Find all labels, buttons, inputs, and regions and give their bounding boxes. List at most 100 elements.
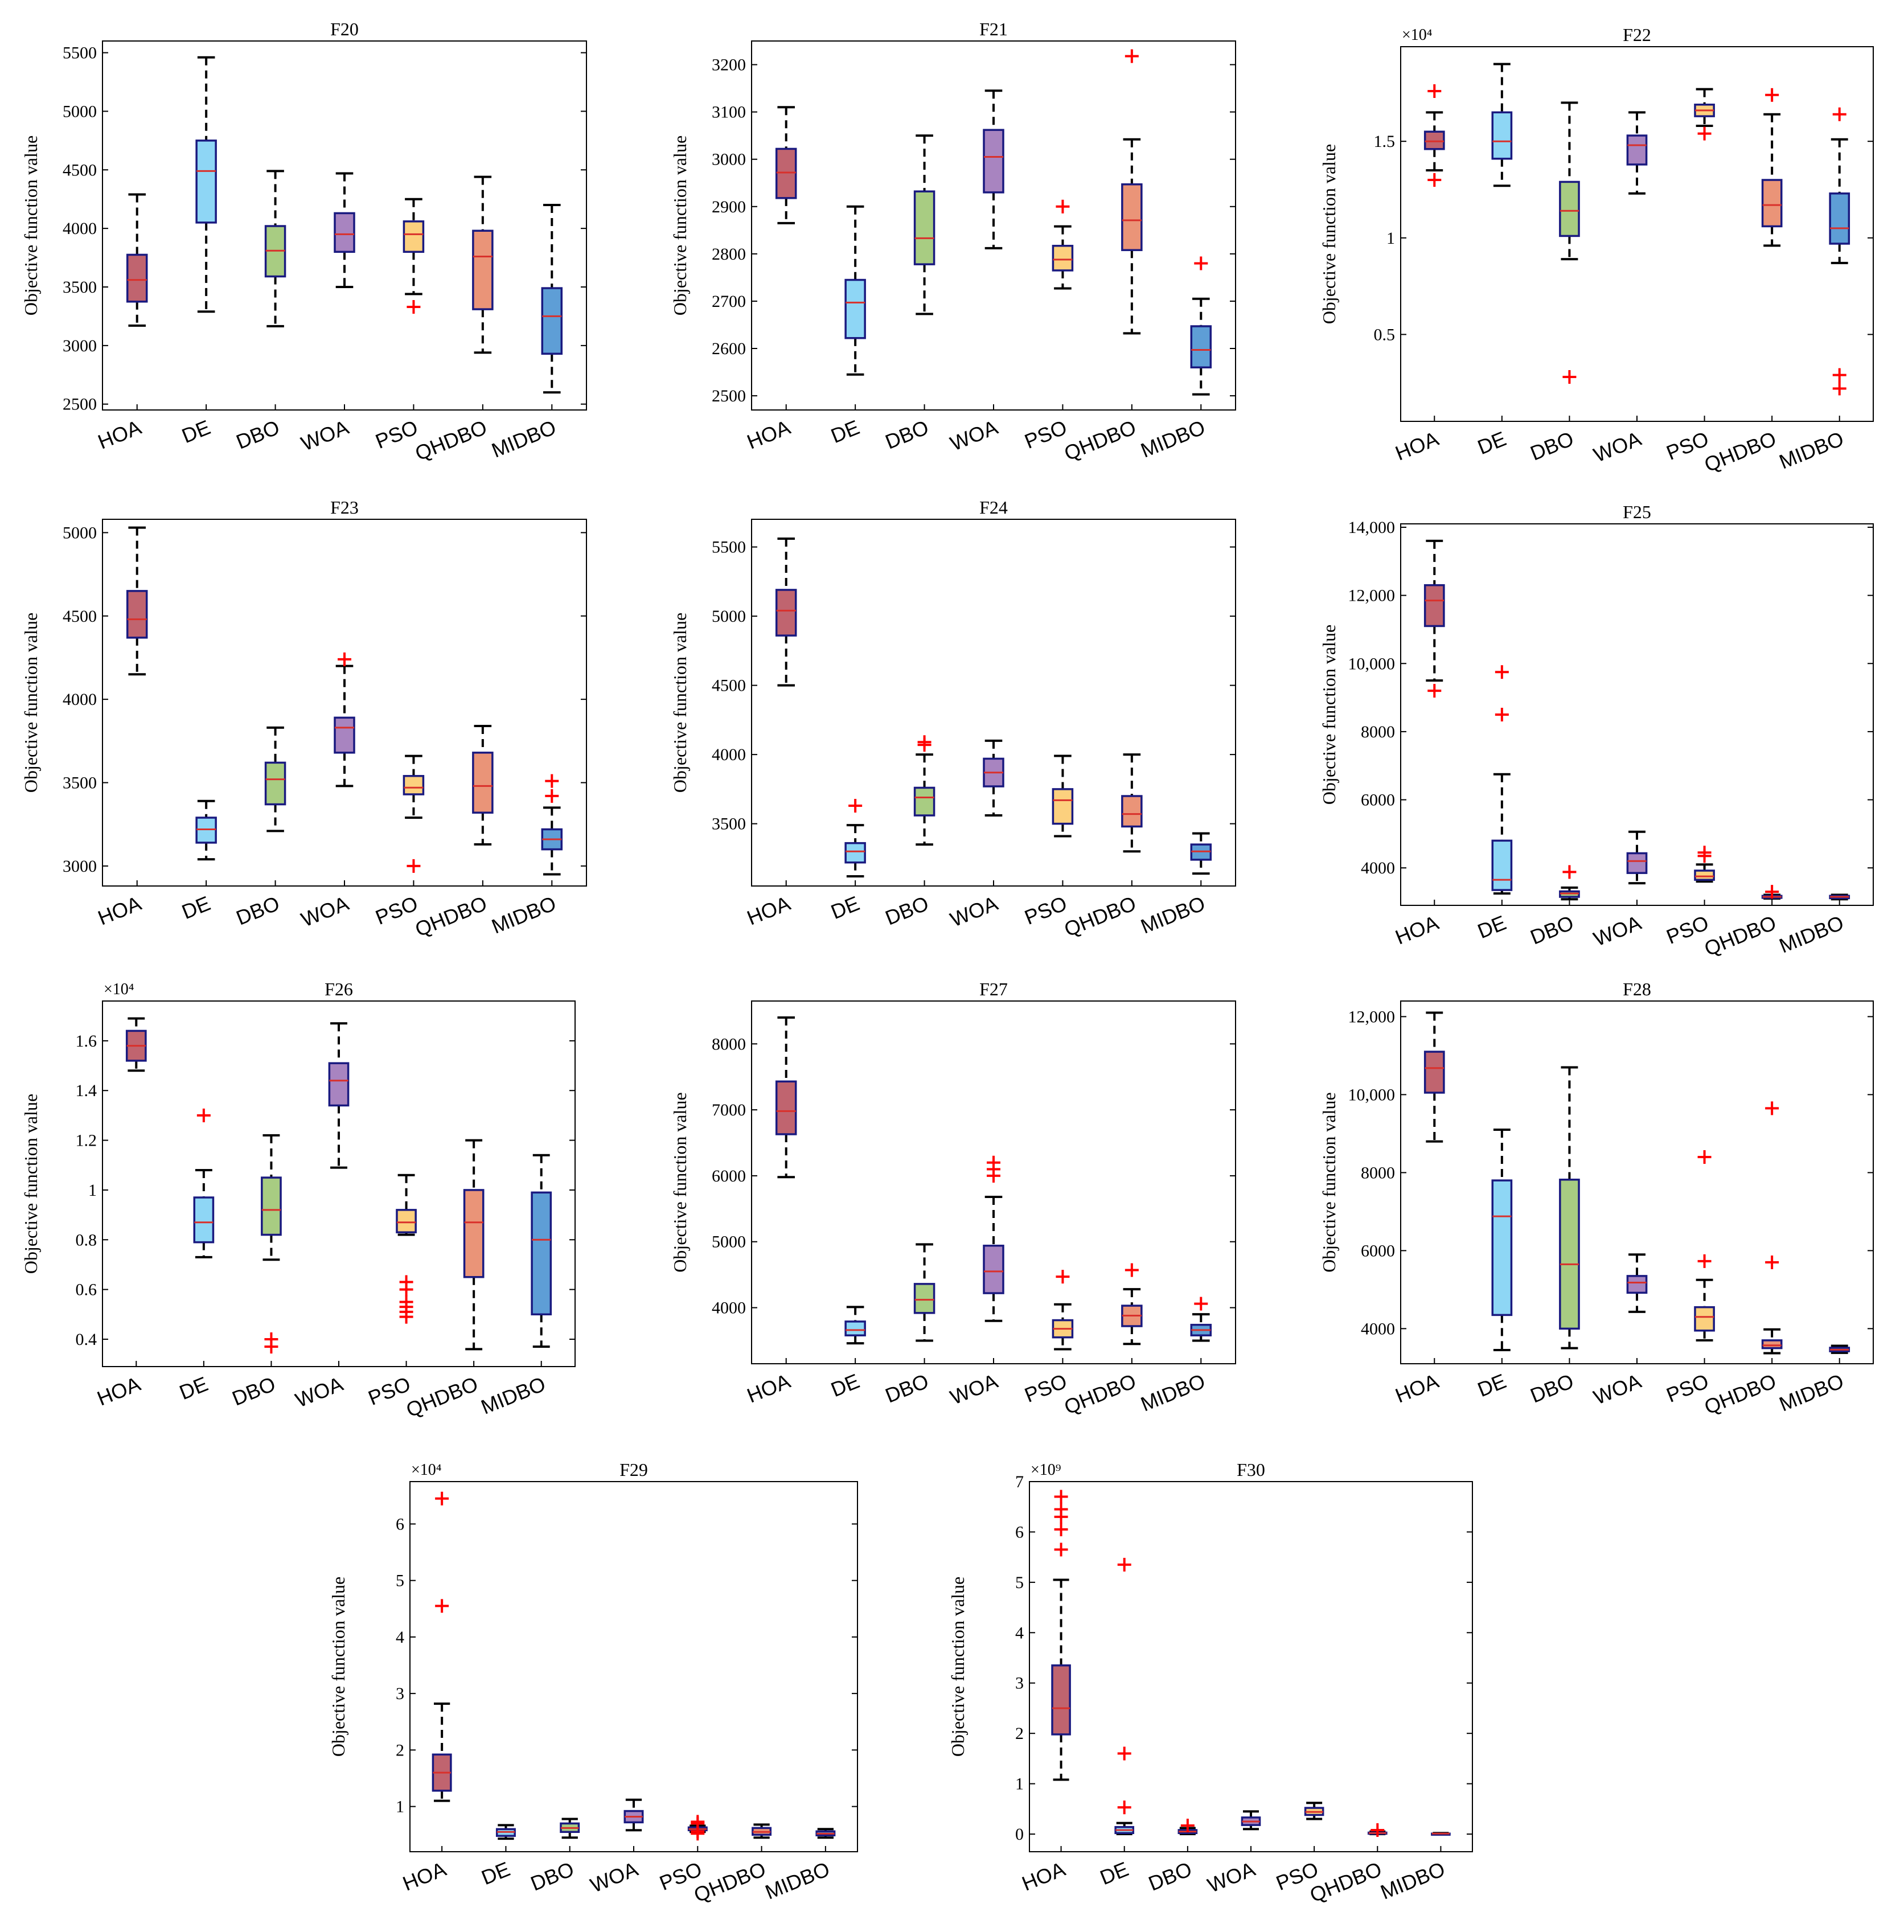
x-tick-label: DBO — [882, 415, 932, 453]
box-body — [1559, 181, 1580, 237]
y-tick-label: 4000 — [1361, 859, 1395, 877]
outlier-marker — [1562, 865, 1577, 879]
plot-area — [1029, 1481, 1473, 1852]
box-body — [1423, 584, 1445, 627]
x-tick-label: DE — [827, 415, 863, 448]
outlier-marker — [1427, 84, 1442, 99]
x-tick-label: MIDBO — [1776, 910, 1847, 957]
box-body — [264, 761, 286, 806]
chart-title: F20 — [330, 19, 359, 39]
box-body — [195, 140, 217, 224]
outlier-marker — [338, 652, 351, 666]
box-dbo: DBO — [233, 170, 286, 454]
x-tick-label: DBO — [1527, 910, 1577, 949]
y-tick-label: 1.2 — [76, 1131, 97, 1150]
y-tick-label: 5000 — [712, 607, 746, 626]
box-body — [983, 1244, 1004, 1294]
box-body — [1761, 179, 1783, 228]
panel-f25: F25 4000 6000 8000 10,000 12,000 14,000 Objecti… — [1319, 502, 1874, 961]
y-tick-label: 0.5 — [1374, 325, 1396, 344]
outlier-marker — [1832, 107, 1846, 121]
y-tick-label: 6 — [396, 1515, 404, 1533]
axis-multiplier: ×10⁴ — [1402, 26, 1433, 44]
y-tick-label: 2500 — [712, 387, 746, 405]
outlier-marker — [917, 735, 932, 749]
panel-f20: F20 2500 3000 3500 4000 4500 5000 5500 Objective… — [20, 19, 587, 465]
x-tick-label: DBO — [882, 891, 932, 929]
outlier-marker — [1765, 885, 1779, 899]
y-tick-label: 3000 — [63, 337, 97, 355]
y-tick-label: 12,000 — [1348, 1007, 1396, 1026]
plot-area — [1400, 1000, 1874, 1364]
y-tick-label: 1.5 — [1374, 132, 1396, 151]
x-tick-label: QHDBO — [1307, 1857, 1385, 1906]
chart-title: F27 — [979, 979, 1008, 999]
y-tick-label: 1 — [1015, 1775, 1024, 1794]
panel-f23: F23 3000 3500 4000 4500 5000 Objective functio… — [20, 497, 587, 941]
x-tick-label: HOA — [1019, 1857, 1069, 1895]
x-tick-label: HOA — [95, 891, 145, 929]
y-tick-label: 4500 — [63, 161, 97, 179]
x-tick-label: DE — [178, 415, 214, 448]
x-tick-label: QHDBO — [691, 1857, 769, 1906]
box-body — [334, 212, 355, 253]
x-tick-label: MIDBO — [1138, 1369, 1209, 1416]
panel-f28: F28 4000 6000 8000 10,000 12,000 Objective fun… — [1319, 979, 1874, 1419]
panel-f26: F26 ×10⁴ 0.4 0.6 0.8 1 1.2 1.4 1.6 Objective func… — [20, 979, 576, 1422]
y-tick-label: 5 — [1015, 1573, 1024, 1592]
y-tick-label: 5000 — [63, 102, 97, 121]
box-body — [775, 589, 797, 637]
outlier-marker — [1117, 1746, 1131, 1761]
y-tick-label: 5000 — [712, 1233, 746, 1252]
y-axis-label: Objective function value — [20, 613, 41, 793]
box-body — [1190, 325, 1212, 368]
chart-title: F28 — [1623, 979, 1651, 999]
y-tick-label: 4 — [396, 1628, 404, 1647]
x-tick-label: DBO — [527, 1857, 577, 1895]
box-body — [328, 1062, 350, 1107]
y-tick-label: 14,000 — [1348, 518, 1396, 537]
outlier-marker — [435, 1491, 449, 1506]
y-tick-label: 6 — [1015, 1523, 1024, 1541]
outlier-marker — [1832, 382, 1846, 396]
x-tick-label: WOA — [1590, 426, 1644, 466]
x-tick-label: QHDBO — [1061, 891, 1139, 941]
y-tick-label: 6000 — [1361, 791, 1395, 810]
box-body — [472, 752, 494, 814]
y-tick-label: 0 — [1015, 1825, 1024, 1844]
y-tick-label: 1 — [396, 1798, 404, 1816]
x-tick-label: QHDBO — [1701, 910, 1779, 960]
y-tick-label: 5500 — [712, 538, 746, 557]
outlier-marker — [848, 799, 863, 813]
box-body — [1423, 130, 1445, 150]
box-body — [261, 1176, 282, 1236]
x-tick-label: QHDBO — [412, 891, 490, 941]
x-tick-label: MIDBO — [478, 1372, 549, 1418]
plot-area — [1400, 523, 1874, 906]
chart-title: F30 — [1237, 1459, 1265, 1480]
outlier-marker — [1054, 1543, 1068, 1557]
axis-multiplier: ×10⁹ — [1031, 1461, 1061, 1479]
box-body — [1626, 852, 1648, 874]
x-tick-label: QHDBO — [1701, 426, 1779, 476]
x-tick-label: MIDBO — [1138, 415, 1209, 462]
y-axis-label: Objective function value — [328, 1577, 348, 1757]
box-body — [463, 1189, 485, 1278]
y-tick-label: 3500 — [63, 278, 97, 297]
box-body — [1121, 795, 1143, 828]
x-tick-label: QHDBO — [412, 415, 490, 465]
y-tick-label: 12,000 — [1348, 586, 1396, 605]
x-tick-label: QHDBO — [403, 1372, 481, 1421]
x-tick-label: DBO — [1527, 1369, 1577, 1407]
box-body — [531, 1191, 552, 1316]
x-tick-label: DBO — [233, 415, 283, 453]
x-tick-label: QHDBO — [1061, 415, 1139, 465]
x-tick-label: WOA — [587, 1857, 641, 1897]
plot-area — [102, 1000, 576, 1367]
x-tick-label: DE — [827, 891, 863, 924]
y-tick-label: 4000 — [63, 219, 97, 238]
x-tick-label: DBO — [229, 1372, 279, 1410]
panel-f24: F24 3500 4000 4500 5000 5500 Objective functio… — [670, 497, 1236, 941]
outlier-marker — [1495, 708, 1509, 721]
panel-f29: F29 ×10⁴ 1 2 3 4 5 6 Objective function value HOA… — [328, 1459, 858, 1907]
